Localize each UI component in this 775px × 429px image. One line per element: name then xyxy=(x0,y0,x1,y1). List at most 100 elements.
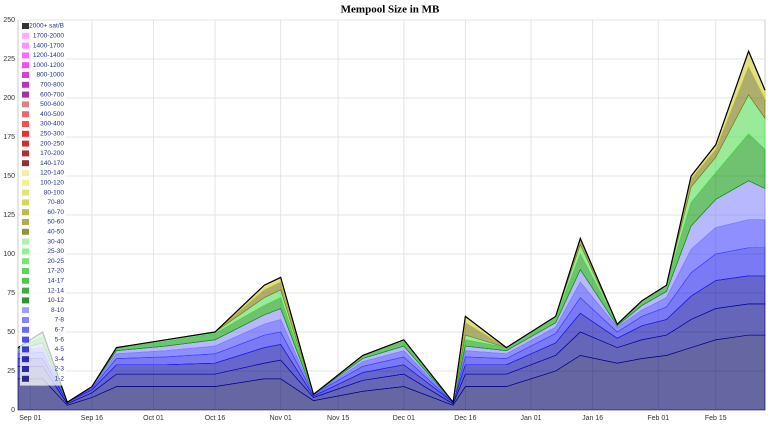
legend-swatch xyxy=(22,72,29,78)
legend-label: 17-20 xyxy=(47,268,64,275)
y-tick-label: 100 xyxy=(3,251,15,258)
area xyxy=(17,49,766,404)
legend-swatch xyxy=(22,91,29,98)
legend-swatch xyxy=(22,219,29,225)
legend-swatch xyxy=(22,189,29,196)
legend-label: 140-170 xyxy=(40,160,64,167)
legend-swatch xyxy=(22,199,29,206)
legend-swatch xyxy=(22,228,29,235)
legend-swatch xyxy=(22,81,29,88)
legend-swatch xyxy=(22,42,29,49)
y-tick-label: 250 xyxy=(3,17,15,24)
legend-swatch xyxy=(22,297,29,304)
legend-swatch xyxy=(22,336,29,343)
legend-swatch xyxy=(22,356,29,363)
x-tick-label: Nov 01 xyxy=(270,415,292,422)
legend-swatch xyxy=(22,101,29,108)
legend-label: 500-600 xyxy=(40,101,64,108)
y-tick-label: 150 xyxy=(3,173,15,180)
legend-label: 300-400 xyxy=(40,121,64,128)
x-tick-label: Dec 01 xyxy=(393,415,415,422)
legend-label: 100-120 xyxy=(40,180,64,187)
legend-swatch xyxy=(22,52,29,59)
legend-label: 250-300 xyxy=(40,131,64,138)
x-tick-label: Feb 15 xyxy=(705,415,727,422)
legend-swatch xyxy=(22,366,29,372)
legend-label: 8-10 xyxy=(51,307,64,314)
legend-label: 40-50 xyxy=(47,229,64,236)
legend-swatch xyxy=(22,150,29,157)
legend-label: 120-140 xyxy=(40,170,64,177)
legend-label: 4-5 xyxy=(55,346,65,353)
legend-label: 20-25 xyxy=(47,258,64,265)
legend-label: 2-3 xyxy=(55,366,65,373)
legend-label: 7-8 xyxy=(55,317,65,324)
legend-label: 25-30 xyxy=(47,248,64,255)
x-tick-label: Nov 15 xyxy=(327,415,349,422)
legend-label: 5-6 xyxy=(55,336,65,343)
legend-swatch xyxy=(22,375,29,382)
legend-label: 1200-1400 xyxy=(33,52,64,59)
x-tick-label: Jan 01 xyxy=(521,415,542,422)
legend-swatch xyxy=(22,130,29,137)
legend-label: 14-17 xyxy=(47,278,64,285)
y-tick-label: 75 xyxy=(7,290,15,297)
legend-label: 6-7 xyxy=(55,327,65,334)
legend-swatch xyxy=(22,326,29,333)
legend-swatch xyxy=(22,62,29,69)
legend-swatch xyxy=(22,121,29,127)
x-tick-label: Oct 01 xyxy=(143,415,164,422)
legend-label: 200-250 xyxy=(40,140,64,147)
y-tick-label: 225 xyxy=(3,56,15,63)
y-tick-label: 175 xyxy=(3,134,15,141)
x-tick-label: Dec 16 xyxy=(454,415,476,422)
legend-label: 30-40 xyxy=(47,238,64,245)
legend-swatch xyxy=(22,346,29,353)
legend-label: 60-70 xyxy=(47,209,64,216)
legend-swatch xyxy=(22,32,29,39)
legend-swatch xyxy=(22,248,29,255)
y-tick-label: 25 xyxy=(7,368,15,375)
legend-label: 70-80 xyxy=(47,199,64,206)
legend-label: 700-800 xyxy=(40,82,64,89)
chart-title: Mempool Size in MB xyxy=(341,4,440,16)
legend-swatch xyxy=(22,287,29,294)
y-tick-label: 0 xyxy=(11,407,15,414)
legend-label: 1000-1200 xyxy=(33,62,64,69)
legend-label: 50-60 xyxy=(47,219,64,226)
legend-label: 80-100 xyxy=(44,189,65,196)
legend-swatch xyxy=(22,317,29,323)
x-tick-label: Feb 01 xyxy=(647,415,669,422)
legend-swatch xyxy=(22,160,29,167)
x-tick-label: Sep 16 xyxy=(81,415,103,422)
legend-label: 800-1000 xyxy=(37,72,65,79)
legend-label: 10-12 xyxy=(47,297,64,304)
legend-label: 2000+ sat/B xyxy=(29,23,64,30)
x-tick-label: Sep 01 xyxy=(19,415,41,422)
legend-swatch xyxy=(22,258,29,265)
legend-label: 400-500 xyxy=(40,111,64,118)
legend-swatch xyxy=(22,238,29,245)
legend-swatch xyxy=(22,179,29,186)
legend-label: 1-2 xyxy=(55,376,65,383)
legend-label: 600-700 xyxy=(40,91,64,98)
legend-label: 3-4 xyxy=(55,356,65,363)
legend-swatch xyxy=(22,277,29,284)
legend-swatch xyxy=(22,111,29,118)
x-tick-label: Oct 16 xyxy=(205,415,226,422)
legend-swatch xyxy=(22,140,29,147)
legend-label: 1400-1700 xyxy=(33,42,64,49)
legend-swatch xyxy=(22,307,29,314)
legend-swatch xyxy=(22,23,29,29)
legend-label: 1700-2000 xyxy=(33,33,64,40)
y-tick-label: 125 xyxy=(3,212,15,219)
y-tick-label: 200 xyxy=(3,95,15,102)
legend-label: 170-200 xyxy=(40,150,64,157)
x-tick-label: Jan 16 xyxy=(582,415,603,422)
legend-label: 12-14 xyxy=(47,287,64,294)
legend-swatch xyxy=(22,268,29,274)
y-tick-label: 50 xyxy=(7,329,15,336)
legend-swatch xyxy=(22,170,29,176)
legend-swatch xyxy=(22,209,29,216)
